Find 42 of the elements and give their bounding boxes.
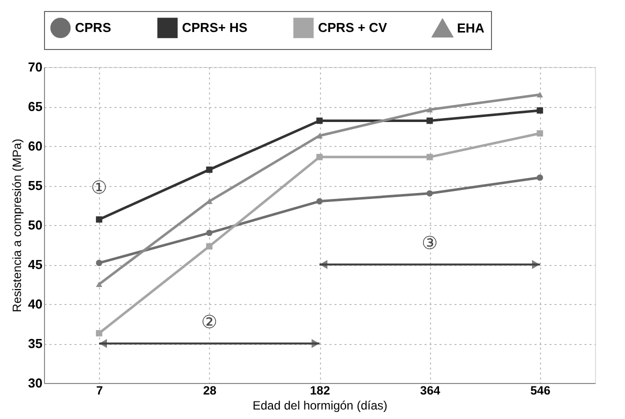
y-tick-label: 70	[28, 60, 42, 74]
x-tick-label: 364	[420, 384, 441, 398]
point	[316, 132, 323, 138]
point	[426, 154, 433, 160]
legend-label: CPRS	[75, 20, 112, 35]
legend-label: EHA	[457, 20, 486, 36]
point	[426, 190, 433, 197]
point	[96, 260, 102, 266]
y-tick-label: 40	[28, 296, 42, 312]
point	[536, 174, 544, 181]
point	[536, 130, 544, 137]
point	[426, 106, 433, 112]
point	[316, 154, 323, 160]
x-tick-label: 28	[203, 384, 217, 398]
point	[206, 230, 212, 236]
x-tick-label: 546	[530, 384, 551, 398]
x-axis-title: Edad del hormigón (días)	[252, 398, 388, 412]
point	[96, 216, 102, 223]
legend-label: CPRS+ HS	[182, 20, 248, 35]
y-tick-label: 35	[28, 336, 42, 351]
point	[96, 330, 102, 336]
point	[536, 107, 544, 114]
x-tick-label: 182	[310, 384, 330, 398]
y-tick-label: 45	[28, 257, 42, 272]
annotation: ②	[201, 312, 218, 333]
y-tick-label: 50	[28, 218, 42, 232]
point	[316, 118, 323, 124]
annotation: ①	[91, 178, 108, 199]
legend-label: CPRS + CV	[318, 20, 388, 35]
y-tick-label: 65	[28, 99, 42, 114]
annotation: ③	[422, 232, 438, 254]
x-tick-label: 7	[96, 384, 104, 398]
point	[96, 282, 102, 287]
point	[206, 166, 212, 173]
point	[206, 243, 212, 250]
y-tick-label: 30	[28, 376, 42, 390]
point	[316, 198, 323, 204]
y-tick-label: 55	[28, 178, 42, 193]
point	[426, 118, 433, 124]
y-tick-label: 60	[28, 138, 42, 154]
y-axis-title: Resistencia a compresión (MPa)	[10, 138, 24, 312]
point	[536, 92, 544, 98]
